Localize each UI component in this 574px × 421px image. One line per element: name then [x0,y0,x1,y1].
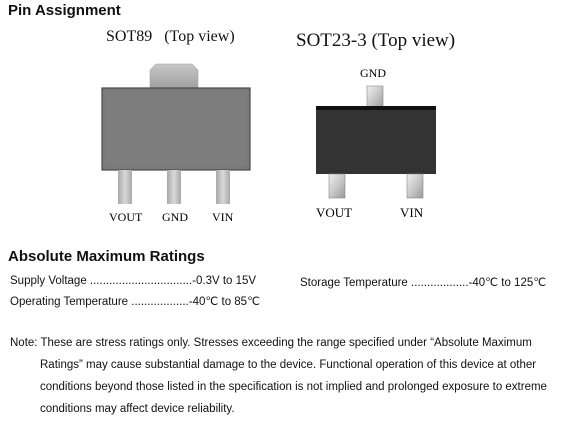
sot23-pin-label-vout: VOUT [316,205,353,220]
pin-assignment-heading: Pin Assignment [8,2,121,19]
sot89-pin-gnd [167,170,181,204]
rating-label: Storage Temperature .................. [300,277,469,289]
sot23-pin-vin [406,173,424,199]
sot89-package-drawing [101,63,251,204]
abs-max-heading: Absolute Maximum Ratings [8,248,205,265]
rating-value: -0.3V to 15V [192,275,257,287]
note-line-3: conditions beyond those listed in the sp… [40,381,547,393]
sot23-pin-vout [328,173,346,199]
rating-row-storage-temperature: Storage Temperature ..................-4… [300,275,546,289]
rating-row-operating-temperature: Operating Temperature ..................… [10,294,260,308]
sot23-body-edge [316,106,436,110]
sot89-pin-vin [216,170,230,204]
sot23-title: SOT23-3 (Top view) [296,30,456,51]
sot89-body-face [106,92,246,166]
rating-label: Supply Voltage .........................… [10,275,193,287]
sot89-pin-label-vout: VOUT [109,210,143,224]
sot89-title: SOT89 (Top view) [106,28,235,45]
sot89-pin-label-vin: VIN [212,210,234,224]
sot23-package-drawing [316,85,436,199]
note-line-2: Ratings” may cause substantial damage to… [40,359,537,371]
sot23-body [316,106,436,174]
note-line-4: conditions may affect device reliability… [40,403,235,415]
sot23-diagram [315,84,437,200]
rating-label: Operating Temperature .................. [10,296,189,308]
rating-value: -40℃ to 85℃ [188,296,260,308]
sot89-tab [149,63,199,89]
rating-value: -40℃ to 125℃ [468,277,547,289]
sot89-pin-label-gnd: GND [162,210,188,224]
sot23-pin-label-gnd: GND [360,66,386,80]
note-paragraph: Note: These are stress ratings only. Str… [10,332,570,420]
rating-row-supply-voltage: Supply Voltage .........................… [10,275,256,287]
note-line-1: Note: These are stress ratings only. Str… [10,337,532,349]
sot23-pin-label-vin: VIN [400,205,424,220]
sot89-diagram [100,62,256,274]
sot23-pin-gnd [366,85,384,109]
sot89-pin-vout [118,170,132,204]
